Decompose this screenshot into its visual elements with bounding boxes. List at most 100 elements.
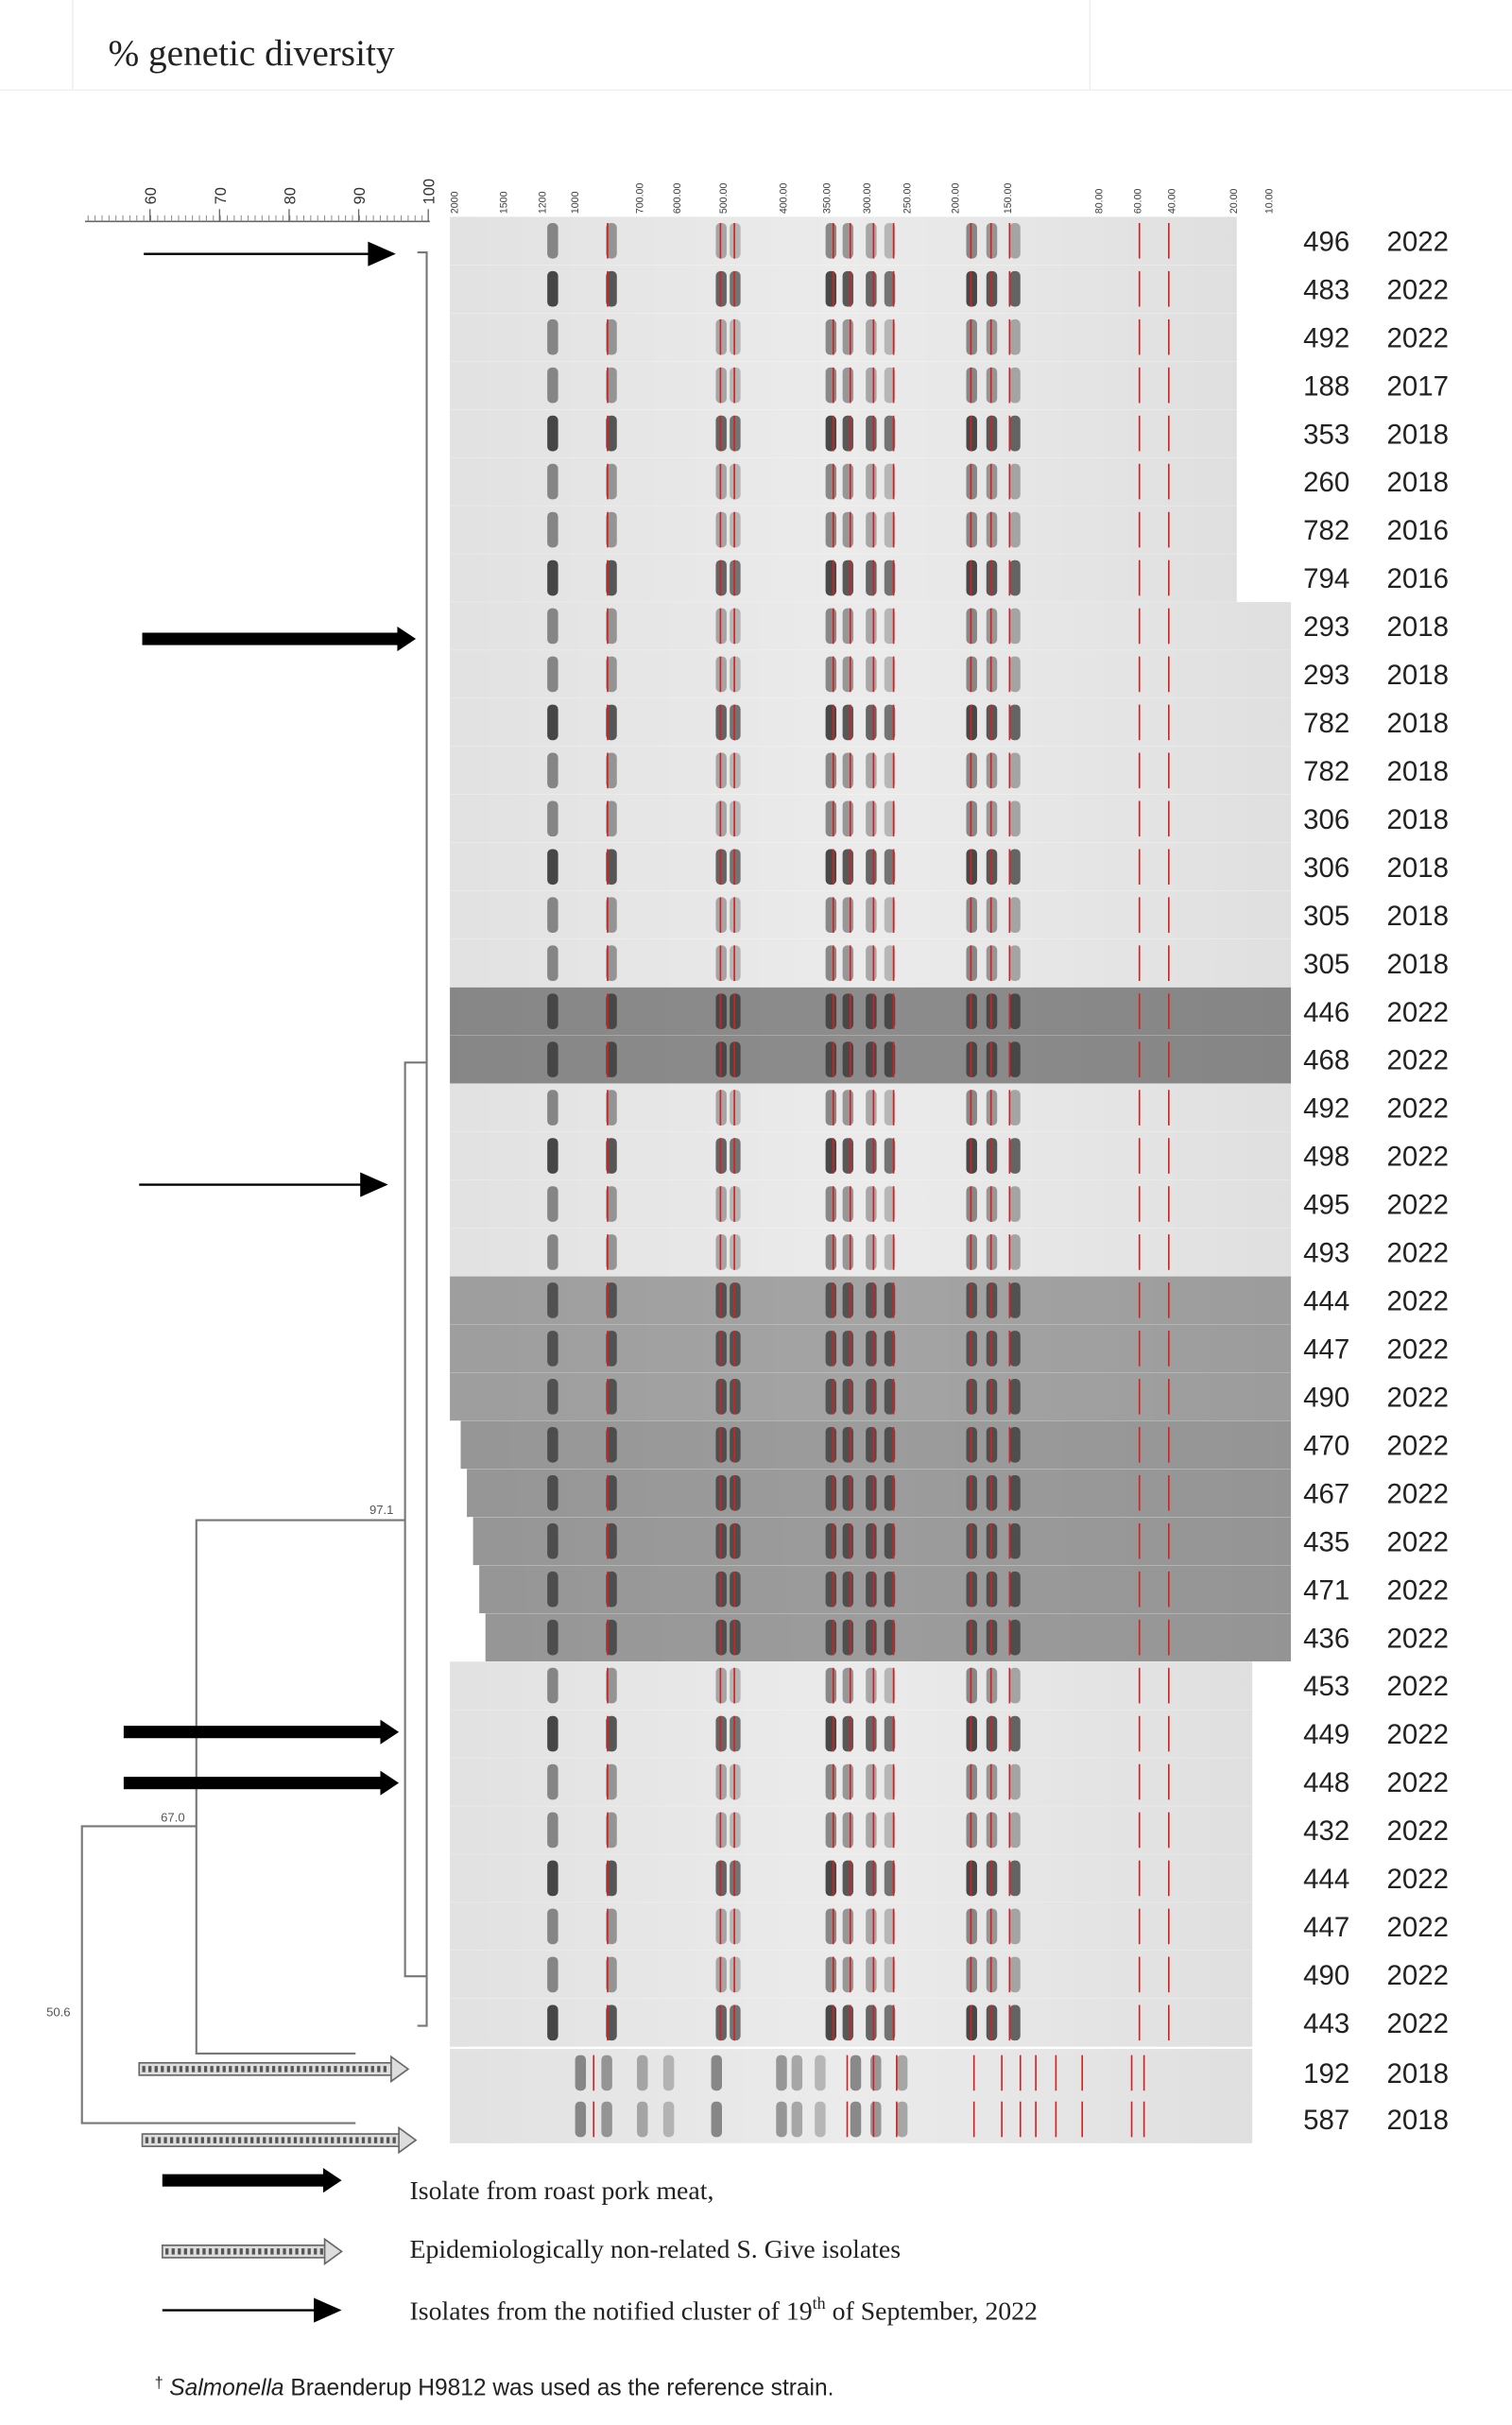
thin-arrow-head: [314, 2297, 342, 2323]
dendrogram-branch: [404, 1061, 427, 1978]
gel-band: [866, 1090, 877, 1126]
isolate-year: 2018: [1386, 467, 1448, 498]
footnote-italic: Salmonella: [169, 2376, 284, 2401]
isolate-year: 2022: [1386, 1286, 1448, 1317]
isolate-year: 2022: [1386, 1478, 1448, 1509]
gel-band: [547, 1379, 558, 1415]
gel-band: [842, 1234, 854, 1270]
size-markers: 2000 1500 1200 1000 700.00 600.00 500.00 400.00…: [449, 183, 1275, 215]
gel-band: [606, 2004, 617, 2041]
gel-band: [825, 1715, 837, 1752]
legend-text: Isolate from roast pork meat,: [410, 2176, 714, 2206]
isolate-year: 2018: [1386, 611, 1448, 643]
gel-band: [825, 367, 837, 404]
gel-lane-shade: [450, 650, 1292, 698]
gel-band: [866, 1571, 877, 1608]
gel-band: [825, 1667, 837, 1704]
gel-band: [842, 1571, 854, 1608]
size-marker-label: 350.00: [822, 183, 833, 215]
gel-band: [866, 704, 877, 741]
gel-band: [842, 1956, 854, 1993]
gel-band: [825, 1041, 837, 1077]
gel-band: [606, 608, 617, 645]
gel-band: [1009, 2004, 1021, 2041]
gel-band: [547, 415, 558, 452]
gel-lane-shade: [450, 457, 1237, 506]
gel-band: [606, 1522, 617, 1559]
gel-band: [606, 1956, 617, 1993]
gel-band: [547, 1860, 558, 1897]
gel-band: [896, 2055, 908, 2091]
isolate-year: 2022: [1386, 274, 1448, 305]
isolate-year: 2022: [1386, 1430, 1448, 1461]
gel-band: [884, 993, 896, 1029]
size-marker-label: 250.00: [902, 183, 914, 215]
gel-band: [825, 1090, 837, 1126]
isolate-year: 2018: [1386, 660, 1448, 691]
gel-band: [547, 1667, 558, 1704]
scale-tick-label: 70: [213, 187, 230, 204]
gel-band: [842, 270, 854, 307]
gel-band: [866, 415, 877, 452]
gel-lane-shade: [450, 746, 1292, 795]
gel-band: [842, 945, 854, 982]
isolate-year: 2022: [1386, 1238, 1448, 1269]
gel-band: [1009, 800, 1021, 837]
isolate-year: 2022: [1386, 1767, 1448, 1798]
gel-band: [606, 1860, 617, 1897]
gel-band: [791, 2101, 803, 2138]
gel-band: [884, 222, 896, 259]
gel-band: [884, 318, 896, 355]
gel-band: [606, 1812, 617, 1849]
gel-band: [547, 1041, 558, 1077]
gel-band: [601, 2101, 612, 2138]
gel-band: [606, 1138, 617, 1174]
gel-band: [1009, 1956, 1021, 1993]
isolate-year: 2022: [1386, 997, 1448, 1028]
gel-band: [866, 463, 877, 500]
gel-band: [866, 1956, 877, 1993]
gel-band: [884, 463, 896, 500]
gel-band: [1009, 1522, 1021, 1559]
legend-text: Epidemiologically non-related S. Give is…: [410, 2235, 902, 2264]
gel-band: [606, 1619, 617, 1656]
isolate-year: 2018: [1386, 804, 1448, 835]
gel-band: [606, 897, 617, 934]
gel-lane-shade: [450, 361, 1237, 410]
gel-band: [842, 1041, 854, 1077]
hatched-arrow-head: [323, 2237, 343, 2266]
isolate-id: 447: [1303, 1912, 1349, 1943]
thick-arrow-head: [397, 626, 417, 652]
gel-band: [1009, 1474, 1021, 1511]
gel-lane-shade: [450, 602, 1292, 650]
isolate-id: 448: [1303, 1767, 1349, 1798]
gel-band: [825, 897, 837, 934]
isolate-year: 2022: [1386, 1960, 1448, 1991]
gel-band: [606, 1667, 617, 1704]
gel-band: [884, 1282, 896, 1318]
gel-band: [825, 1763, 837, 1800]
gel-band: [884, 1619, 896, 1656]
gel-band: [1009, 367, 1021, 404]
gel-band: [866, 752, 877, 789]
gel-band: [1009, 1667, 1021, 1704]
gel-band: [825, 1908, 837, 1945]
gel-band: [884, 1763, 896, 1800]
isolate-year: 2022: [1386, 1815, 1448, 1847]
gel-band: [842, 2004, 854, 2041]
gel-band: [866, 318, 877, 355]
isolate-id: 447: [1303, 1334, 1349, 1366]
isolate-id: 305: [1303, 949, 1349, 980]
gel-band: [637, 2101, 648, 2138]
gel-band: [825, 1234, 837, 1270]
thick-arrow: [142, 632, 401, 645]
gel-band: [776, 2055, 787, 2091]
gel-band: [606, 800, 617, 837]
gel-band: [547, 1715, 558, 1752]
gel-band: [866, 367, 877, 404]
gel-band: [842, 1715, 854, 1752]
isolate-year: 2022: [1386, 1574, 1448, 1606]
gel-band: [866, 1234, 877, 1270]
gel-band: [884, 1956, 896, 1993]
scale-tick-label: 100: [421, 179, 438, 204]
